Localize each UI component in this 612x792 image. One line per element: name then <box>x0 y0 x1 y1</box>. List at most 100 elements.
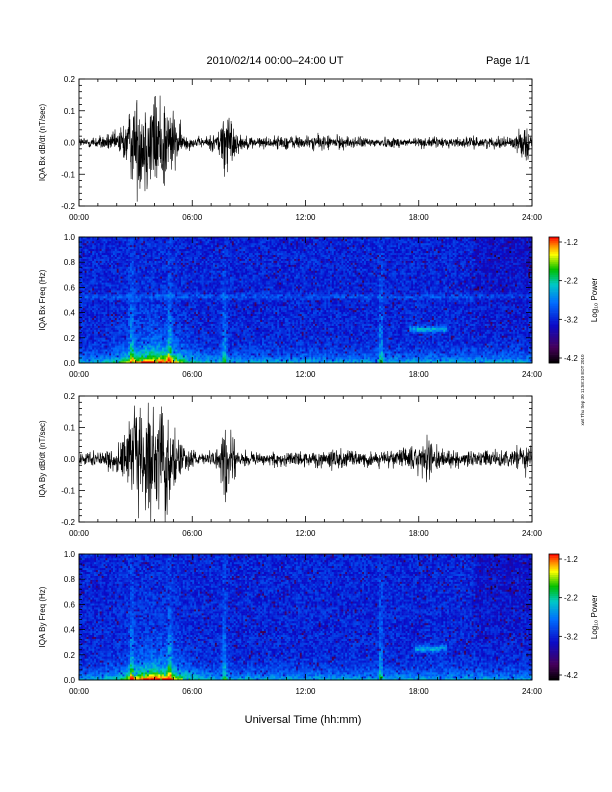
spectrogram-cell <box>143 272 145 274</box>
spectrogram-cell <box>130 290 132 292</box>
spectrogram-cell <box>198 306 200 308</box>
spectrogram-cell <box>88 255 90 257</box>
spectrogram-cell <box>153 249 155 251</box>
spectrogram-cell <box>217 247 219 249</box>
spectrogram-cell <box>122 328 124 330</box>
spectrogram-cell <box>215 320 217 322</box>
spectrogram-cell <box>124 298 126 300</box>
spectrogram-cell <box>141 359 143 361</box>
spectrogram-cell <box>215 308 217 310</box>
spectrogram-cell <box>151 282 153 284</box>
spectrogram-cell <box>215 274 217 276</box>
spectrogram-cell <box>111 243 113 245</box>
spectrogram-cell <box>119 296 121 298</box>
spectrogram-cell <box>190 322 192 324</box>
spectrogram-cell <box>98 296 100 298</box>
spectrogram-cell <box>151 245 153 247</box>
spectrogram-cell <box>205 351 207 353</box>
spectrogram-cell <box>198 259 200 261</box>
spectrogram-cell <box>204 288 206 290</box>
spectrogram-cell <box>156 249 158 251</box>
spectrogram-cell <box>136 322 138 324</box>
spectrogram-image <box>79 237 532 363</box>
spectrogram-cell <box>209 328 211 330</box>
spectrogram-cell <box>104 324 106 326</box>
spectrogram-cell <box>207 304 209 306</box>
spectrogram-cell <box>113 308 115 310</box>
spectrogram-cell <box>105 243 107 245</box>
spectrogram-cell <box>134 247 136 249</box>
spectrogram-cell <box>119 353 121 355</box>
spectrogram-cell <box>196 337 198 339</box>
spectrogram-cell <box>183 255 185 257</box>
spectrogram-cell <box>156 255 158 257</box>
spectrogram-cell <box>104 267 106 269</box>
spectrogram-cell <box>122 308 124 310</box>
spectrogram-cell <box>196 253 198 255</box>
spectrogram-cell <box>124 300 126 302</box>
spectrogram-cell <box>188 249 190 251</box>
spectrogram-cell <box>207 241 209 243</box>
spectrogram-cell <box>145 318 147 320</box>
spectrogram-cell <box>119 316 121 318</box>
spectrogram-cell <box>181 359 183 361</box>
spectrogram-cell <box>160 288 162 290</box>
spectrogram-cell <box>92 343 94 345</box>
spectrogram-cell <box>139 312 141 314</box>
spectrogram-cell <box>98 335 100 337</box>
spectrogram-cell <box>134 310 136 312</box>
spectrogram-cell <box>185 339 187 341</box>
spectrogram-cell <box>126 343 128 345</box>
spectrogram-cell <box>111 290 113 292</box>
spectrogram-cell <box>160 294 162 296</box>
spectrogram-cell <box>194 335 196 337</box>
spectrogram-cell <box>90 314 92 316</box>
spectrogram-cell <box>179 261 181 263</box>
spectrogram-cell <box>98 337 100 339</box>
spectrogram-cell <box>113 306 115 308</box>
spectrogram-cell <box>90 302 92 304</box>
spectrogram-cell <box>83 347 85 349</box>
spectrogram-cell <box>92 255 94 257</box>
spectrogram-cell <box>219 316 221 318</box>
spectrogram-cell <box>188 330 190 332</box>
spectrogram-cell <box>145 320 147 322</box>
spectrogram-cell <box>130 265 132 267</box>
spectrogram-cell <box>160 296 162 298</box>
spectrogram-cell <box>198 316 200 318</box>
spectrogram-cell <box>85 282 87 284</box>
spectrogram-cell <box>179 355 181 357</box>
spectrogram-cell <box>109 304 111 306</box>
spectrogram-cell <box>94 249 96 251</box>
spectrogram-cell <box>200 349 202 351</box>
spectrogram-cell <box>168 253 170 255</box>
spectrogram-cell <box>158 308 160 310</box>
spectrogram-cell <box>198 343 200 345</box>
spectrogram-cell <box>192 318 194 320</box>
spectrogram-cell <box>211 345 213 347</box>
spectrogram-cell <box>205 294 207 296</box>
spectrogram-cell <box>102 282 104 284</box>
spectrogram-cell <box>177 290 179 292</box>
spectrogram-cell <box>126 337 128 339</box>
spectrogram-cell <box>141 274 143 276</box>
spectrogram-cell <box>215 239 217 241</box>
spectrogram-cell <box>202 241 204 243</box>
spectrogram-cell <box>115 249 117 251</box>
spectrogram-cell <box>219 263 221 265</box>
spectrogram-cell <box>149 349 151 351</box>
spectrogram-cell <box>207 284 209 286</box>
spectrogram-cell <box>185 310 187 312</box>
spectrogram-cell <box>136 333 138 335</box>
spectrogram-cell <box>100 265 102 267</box>
spectrogram-cell <box>185 261 187 263</box>
spectrogram-cell <box>83 251 85 253</box>
spectrogram-cell <box>213 337 215 339</box>
spectrogram-cell <box>170 330 172 332</box>
spectrogram-cell <box>87 296 89 298</box>
spectrogram-cell <box>187 320 189 322</box>
spectrogram-cell <box>177 276 179 278</box>
spectrogram-cell <box>147 272 149 274</box>
spectrogram-cell <box>207 247 209 249</box>
spectrogram-cell <box>139 270 141 272</box>
